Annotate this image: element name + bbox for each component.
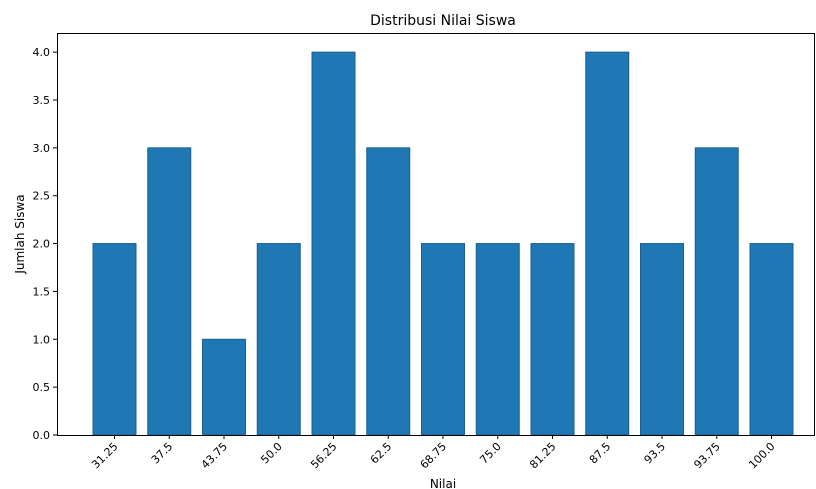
bar-81.25 [530, 243, 575, 436]
y-tick-label: 0.0 [33, 429, 51, 442]
x-tick-label: 93.75 [691, 440, 722, 471]
x-tick-label: 75.0 [477, 440, 504, 467]
y-tick-label: 2.0 [33, 238, 51, 251]
y-tick-label: 4.0 [33, 46, 51, 59]
x-tick-label: 81.25 [527, 440, 558, 471]
bar-75.0 [475, 243, 520, 436]
bar-93.75 [694, 147, 739, 436]
bar-31.25 [92, 243, 137, 436]
bar-56.25 [311, 51, 356, 436]
x-tick-label: 31.25 [89, 440, 120, 471]
x-tick-label: 87.5 [587, 440, 614, 467]
y-tick-label: 3.5 [33, 94, 51, 107]
bar-68.75 [421, 243, 465, 436]
bars-group [92, 51, 794, 436]
bar-43.75 [202, 338, 246, 436]
bar-93.5 [640, 243, 684, 436]
y-axis-label: Jumlah Siswa [13, 194, 27, 274]
x-axis-ticks: 31.25 37.5 43.75 50.0 56.25 62.5 68.75 75.0 81.2… [89, 435, 778, 471]
y-axis-ticks: 0.0 0.5 1.0 1.5 2.0 2.5 3.0 3.5 4.0 [33, 46, 57, 442]
chart-title: Distribusi Nilai Siswa [370, 13, 516, 29]
x-tick-label: 43.75 [199, 440, 230, 471]
bar-50.0 [256, 243, 301, 436]
y-tick-label: 1.0 [33, 333, 51, 346]
y-tick-label: 3.0 [33, 142, 51, 155]
bar-62.5 [366, 147, 411, 436]
x-tick-label: 100.0 [746, 440, 777, 471]
x-tick-label: 62.5 [368, 440, 395, 467]
y-tick-label: 1.5 [33, 285, 51, 298]
x-tick-label: 37.5 [149, 440, 176, 467]
plot-frame [57, 33, 815, 436]
y-tick-label: 0.5 [33, 381, 51, 394]
bar-37.5 [147, 147, 192, 436]
x-axis-label: Nilai [430, 477, 456, 489]
x-tick-label: 68.75 [418, 440, 449, 471]
bar-100.0 [749, 243, 794, 436]
bar-87.5 [585, 51, 630, 436]
x-tick-label: 93.5 [642, 440, 669, 467]
y-tick-label: 2.5 [33, 190, 51, 203]
x-tick-label: 50.0 [258, 440, 285, 467]
x-tick-label: 56.25 [308, 440, 339, 471]
